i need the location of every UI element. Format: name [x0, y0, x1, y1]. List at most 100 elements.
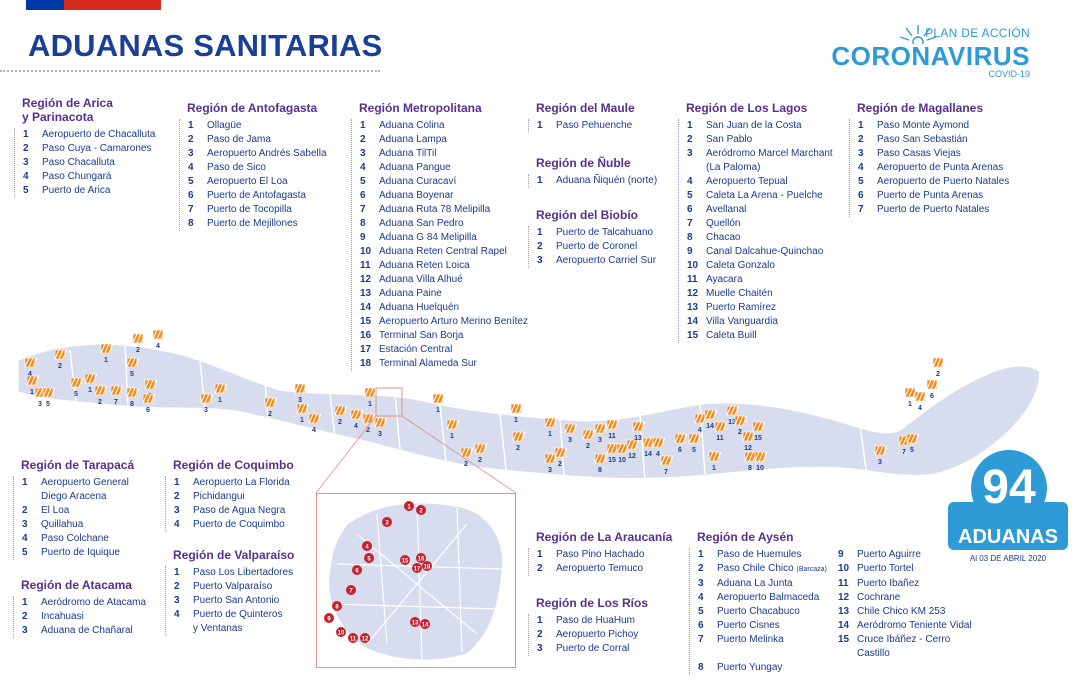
- svg-text:4: 4: [354, 423, 358, 430]
- item-name: Paso de HuaHum: [556, 615, 635, 626]
- checkpoint-icon: 6: [142, 393, 156, 414]
- item-number: 3: [174, 595, 180, 606]
- list-item: 1 Paso Pehuenche: [529, 119, 676, 133]
- item-name: Puerto San Antonio: [193, 595, 280, 606]
- item-number: 8: [188, 218, 194, 229]
- item-name: Quillahua: [41, 519, 84, 530]
- item-name: Aeropuerto de Punta Arenas: [877, 162, 1004, 173]
- list-item: 17 Estación Central: [352, 343, 534, 357]
- svg-text:11: 11: [716, 435, 724, 442]
- list-item: 3 Aduana de Chañaral: [14, 624, 171, 638]
- item-name: Ollagüe: [207, 120, 242, 131]
- item-name: Aduana Villa Alhué: [379, 274, 463, 285]
- item-number: 5: [687, 190, 693, 201]
- svg-text:8: 8: [598, 467, 602, 474]
- svg-text:6: 6: [146, 407, 150, 414]
- list-item: 8 Puerto de Mejillones: [180, 217, 347, 231]
- svg-text:6: 6: [355, 569, 359, 575]
- item-name: Aduana San Pedro: [379, 218, 464, 229]
- item-name: Aeropuerto La Florida: [193, 477, 290, 488]
- region-valparaiso: Región de Valparaíso 1 Paso Los Libertador…: [165, 548, 313, 636]
- item-name: Aduana Pangue: [379, 162, 451, 173]
- logo-rays-icon: [899, 25, 937, 44]
- list-item: 2 Puerto de Coronel: [529, 240, 681, 254]
- region-aysen: Región de Aysén 1 Paso de Huemules 2 Paso Ch…: [689, 530, 987, 675]
- item-name: Puerto de Talcahuano: [556, 227, 654, 238]
- region-araucania: Región de La Araucanía 1 Paso Pino Hachado…: [528, 530, 681, 576]
- item-name: Paso Casas Viejas: [877, 148, 961, 159]
- inset-region-shape: [327, 501, 504, 662]
- checkpoint-icon: 2: [460, 447, 474, 468]
- svg-text:2: 2: [936, 371, 940, 378]
- list-item: 3 Puerto de Corral: [529, 642, 681, 656]
- checkpoint-icon: 11: [714, 421, 728, 442]
- item-number: 7: [360, 204, 366, 215]
- item-name: Aeropuerto Tepual: [706, 176, 788, 187]
- item-number: 11: [838, 578, 849, 589]
- item-name: Caleta La Arena - Puelche: [706, 190, 823, 201]
- inset-marker: 18: [422, 561, 432, 571]
- checkpoint-icon: 13: [726, 405, 740, 426]
- item-number: 2: [23, 143, 29, 154]
- svg-text:1: 1: [30, 389, 34, 396]
- item-name: Aeródromo de Atacama: [41, 597, 147, 608]
- svg-text:3: 3: [598, 437, 602, 444]
- checkpoint-icon: 5: [70, 377, 84, 398]
- svg-text:5: 5: [692, 447, 696, 454]
- list-item: 5 Aduana Curacaví: [352, 175, 534, 189]
- svg-text:15: 15: [402, 559, 409, 565]
- logo-plan-text: PLAN DE ACCIÓN: [925, 26, 1030, 40]
- item-name: Puerto Cisnes: [717, 620, 780, 631]
- list-item: 14 Aeródromo Teniente Vidal: [830, 619, 980, 633]
- list-item: 18 Terminal Alameda Sur: [352, 357, 534, 371]
- item-number: 6: [698, 620, 704, 631]
- item-name: Puerto de Iquique: [41, 547, 120, 558]
- item-name: Aduana Colina: [379, 120, 445, 131]
- inset-marker: 13: [410, 617, 420, 627]
- list-item: 9 Aduana G 84 Melipilla: [352, 231, 534, 245]
- list-item: 4 Paso Chungará: [15, 170, 172, 184]
- list-item: 1 Aeropuerto General Diego Aracena: [14, 476, 161, 504]
- list-item: 2 Pichidangui: [166, 490, 313, 504]
- item-name: Villa Vanguardia: [706, 316, 778, 327]
- svg-text:12: 12: [362, 637, 369, 643]
- item-number: 2: [537, 563, 543, 574]
- item-name: Chile Chico KM 253: [857, 606, 946, 617]
- svg-text:1: 1: [514, 417, 518, 424]
- item-number: 8: [687, 232, 693, 243]
- checkpoint-icon: 3: [594, 423, 608, 444]
- list-item: 12 Muelle Chaitén: [679, 287, 846, 301]
- svg-text:1: 1: [908, 401, 912, 408]
- item-name: San Juan de la Costa: [706, 120, 802, 131]
- item-name: Muelle Chaitén: [706, 288, 773, 299]
- item-number: 1: [174, 567, 180, 578]
- list-item: 1 Aduana Colina: [352, 119, 534, 133]
- checkpoint-icon: 2: [132, 333, 146, 354]
- list-item: 2 Aeropuerto Pichoy: [529, 628, 681, 642]
- checkpoint-icon: 5: [906, 433, 920, 454]
- list-item: 3 Paso Chacalluta: [15, 156, 172, 170]
- list-item: 3 Aduana La Junta: [690, 577, 830, 591]
- list-item: 7 Puerto de Puerto Natales: [850, 203, 1027, 217]
- aduana-list: 1 Paso Pehuenche: [528, 119, 676, 133]
- svg-text:8: 8: [748, 465, 752, 472]
- svg-text:2: 2: [58, 363, 62, 370]
- list-item: 3 Aeródromo Marcel Marchant (La Paloma): [679, 147, 846, 175]
- item-number: 14: [360, 302, 372, 313]
- checkpoint-icon: 2: [734, 415, 748, 436]
- item-name: Paso Los Libertadores: [193, 567, 294, 578]
- aduana-list: 1 Paso de HuaHum 2 Aeropuerto Pichoy 3 Puerto…: [528, 614, 681, 656]
- region-heading: Región de Aysén: [697, 530, 794, 544]
- item-name: Incahuasi: [41, 611, 84, 622]
- item-name: Puerto Melinka: [717, 634, 784, 645]
- item-name: Puerto Yungay: [717, 662, 783, 673]
- item-number: 7: [188, 204, 194, 215]
- svg-text:3: 3: [378, 431, 382, 438]
- item-number: 2: [537, 629, 543, 640]
- list-item: 1 Paso Los Libertadores: [166, 566, 313, 580]
- svg-text:2: 2: [366, 427, 370, 434]
- item-name: Aduana Lampa: [379, 134, 447, 145]
- list-item: 14 Villa Vanguardia: [679, 315, 846, 329]
- checkpoint-icon: 5: [688, 433, 702, 454]
